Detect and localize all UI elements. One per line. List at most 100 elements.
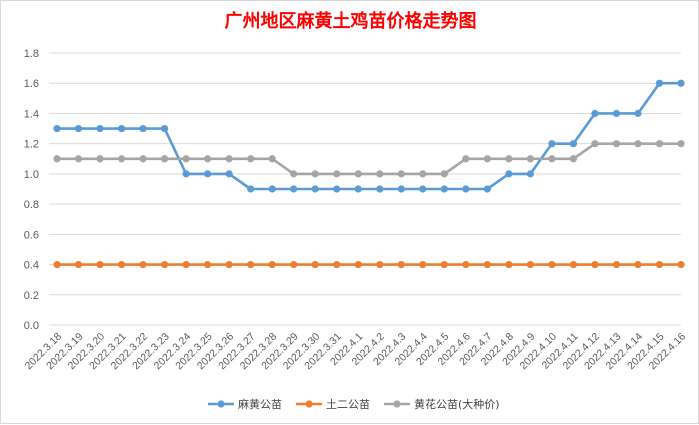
y-tick-label: 0.2 [24,290,39,302]
data-point [419,185,427,193]
data-point [483,155,491,163]
data-point [612,260,621,269]
data-point [591,109,599,118]
y-tick-label: 0.6 [24,229,39,241]
data-point [117,260,126,269]
data-point [419,260,427,269]
data-point [677,260,685,269]
data-point [634,140,642,148]
data-point [634,109,642,118]
data-point [526,260,534,269]
data-point [440,260,448,269]
data-point [548,155,556,163]
data-point [354,185,362,193]
data-point [397,185,405,193]
data-point [505,170,513,178]
data-point [462,260,470,269]
data-point [462,155,470,163]
data-point [440,170,448,178]
data-point [462,185,470,193]
data-point [483,260,491,269]
data-point [290,260,298,269]
data-point [268,185,276,193]
y-tick-label: 1.6 [24,78,39,90]
y-tick-label: 1.2 [24,139,39,151]
data-point [376,185,384,193]
data-point [247,185,255,193]
data-point [160,155,169,163]
data-point [612,140,621,148]
data-point [53,155,61,163]
y-tick-label: 1.8 [24,48,39,60]
series-line [57,142,681,176]
data-point [74,155,83,163]
data-point [204,260,212,269]
data-point [204,155,212,163]
data-point [677,79,685,87]
y-tick-label: 1.4 [24,108,39,120]
data-point [204,170,212,178]
data-point [354,170,362,178]
legend-swatch-marker [305,400,313,408]
data-point [655,140,664,148]
legend-label: 麻黄公苗 [238,397,282,411]
y-tick-label: 0.8 [24,199,39,211]
data-point [96,124,104,133]
data-point [160,124,169,133]
legend-label: 黄花公苗(大种价) [414,397,500,411]
data-point [182,170,190,178]
data-point [311,260,319,269]
data-point [397,170,405,178]
data-point [655,79,664,87]
data-point [440,185,448,193]
data-point [569,155,578,163]
data-point [247,260,255,269]
y-tick-label: 0.4 [24,260,39,272]
data-point [268,260,276,269]
data-point [74,260,83,269]
data-point [96,260,104,269]
data-point [376,170,384,178]
data-point [182,155,190,163]
data-point [333,170,341,178]
y-tick-label: 0.0 [24,320,39,332]
data-point [311,170,319,178]
data-point [612,109,621,118]
data-point [225,260,233,269]
data-point [247,155,255,163]
data-point [225,170,233,178]
data-point [397,260,405,269]
data-point [591,140,599,148]
data-point [677,140,685,148]
data-point [117,124,126,133]
data-point [505,155,513,163]
data-point [182,260,190,269]
data-point [634,260,642,269]
data-point [505,260,513,269]
data-point [53,260,61,269]
data-point [96,155,104,163]
data-point [290,170,298,178]
data-point [483,185,491,193]
data-point [311,185,319,193]
data-point [225,155,233,163]
legend-label: 土二公苗 [326,398,370,411]
data-point [569,140,578,148]
data-point [117,155,126,163]
legend-swatch-marker [393,400,401,408]
data-point [354,260,362,269]
chart-title: 广州地区麻黄土鸡苗价格走势图 [224,11,477,32]
data-point [569,260,578,269]
data-point [139,124,147,133]
data-point [53,124,61,133]
data-point [548,140,556,148]
data-point [333,185,341,193]
data-point [268,155,276,163]
data-point [376,260,384,269]
data-point [591,260,599,269]
data-point [548,260,556,269]
data-point [419,170,427,178]
data-point [333,260,341,269]
